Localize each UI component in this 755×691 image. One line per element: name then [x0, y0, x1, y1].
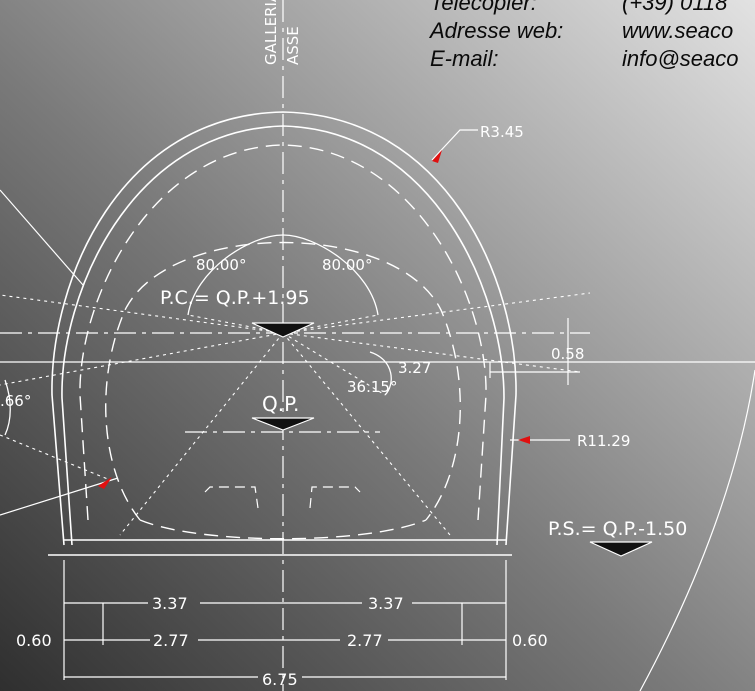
marker-red: [432, 150, 442, 163]
contact-header: Telecopier: (+39) 0118 Adresse web: www.…: [428, 0, 739, 71]
pc-label: P.C.= Q.P.+1.95: [160, 287, 310, 309]
angle-left-label: 80.00°: [196, 256, 246, 274]
web-value: www.seaco: [622, 18, 733, 43]
radius-side-label: R11.29: [577, 432, 630, 450]
leader-line-low: [0, 477, 119, 516]
radial-line: [0, 332, 284, 386]
axis-label-bottom: ASSE: [284, 26, 302, 65]
offset-dim-label: 3.27: [398, 359, 431, 377]
telecopier-label: Telecopier:: [430, 0, 537, 15]
outer-profile: [51, 111, 517, 546]
web-label: Adresse web:: [428, 18, 563, 43]
dim-right-lower: 2.77: [347, 631, 383, 650]
radial-line: [0, 434, 111, 481]
angle-partial-label: .66°: [0, 392, 31, 410]
dim-total-width: 6.75: [262, 670, 298, 689]
telecopier-value: (+39) 0118: [622, 0, 728, 15]
marker-red: [518, 436, 530, 444]
dim-left-lower: 2.77: [153, 631, 189, 650]
qp-label: Q.P.: [262, 392, 299, 416]
side-arc: [639, 369, 755, 691]
ps-label: P.S.= Q.P.-1.50: [548, 518, 687, 540]
qp-level-marker: [251, 417, 315, 431]
drain-block: [204, 486, 259, 509]
radial-line: [119, 332, 284, 536]
leader-r345: [431, 129, 478, 161]
axis-label-top: GALLERIA: [262, 0, 280, 65]
radial-line: [0, 294, 284, 334]
dim-edge-left: 0.60: [16, 631, 52, 650]
angle-right-label: 80.00°: [322, 256, 372, 274]
email-value: info@seaco: [622, 46, 739, 71]
radial-line: [282, 292, 591, 334]
radial-line: [282, 332, 451, 536]
ps-level-marker: [589, 541, 653, 557]
angle-arc-partial: [4, 379, 11, 436]
leader-line: [0, 189, 84, 286]
dim-edge-right: 0.60: [512, 631, 548, 650]
drain-block: [309, 486, 361, 509]
radius-outer-label: R3.45: [480, 123, 524, 141]
radial-line: [282, 332, 386, 396]
marker-red: [98, 477, 112, 489]
dim-right-upper: 3.37: [368, 594, 404, 613]
angle-center-label: 36.15°: [347, 378, 397, 396]
email-label: E-mail:: [430, 46, 498, 71]
angle-arc-left: [187, 234, 284, 316]
radial-line: [282, 332, 581, 373]
dim-left-upper: 3.37: [152, 594, 188, 613]
side-gap-label: 0.58: [551, 345, 584, 363]
pc-level-marker: [251, 322, 315, 338]
angle-arc-center: [369, 351, 392, 396]
angle-arc-right: [282, 234, 379, 316]
